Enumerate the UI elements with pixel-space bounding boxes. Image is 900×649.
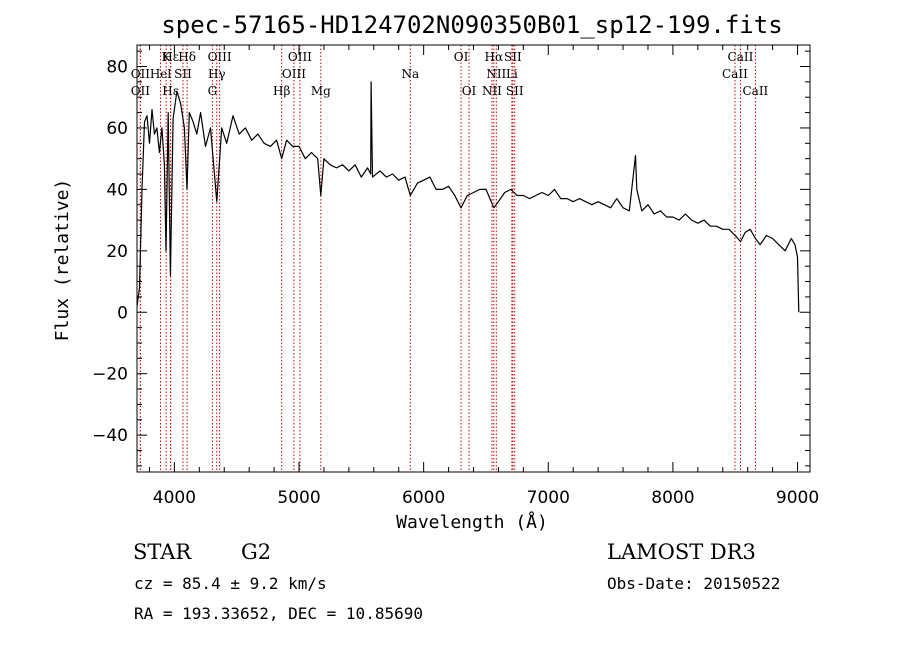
spectral-line-label: CaII — [728, 50, 754, 64]
spectral-line-label: CaII — [722, 67, 748, 81]
spectral-line-label: SII — [504, 50, 522, 64]
spectral-line-label: OI — [462, 84, 477, 98]
spectral-line-label: Hε — [162, 50, 179, 64]
spectral-line-markers — [139, 45, 756, 472]
chart-title: spec-57165-HD124702N090350B01_sp12-199.f… — [161, 11, 782, 39]
y-axis-label: Flux (relative) — [52, 179, 73, 342]
spectral-line-label: NII — [482, 84, 502, 98]
y-tick-label: −40 — [92, 426, 128, 446]
x-axis-ticks: 4000 5000 6000 7000 8000 9000 — [148, 45, 819, 508]
spectral-line-label: NII — [486, 67, 506, 81]
spectrum-line — [137, 81, 800, 313]
x-tick-label: 5000 — [277, 488, 320, 508]
spectral-line-label: OIII — [288, 50, 312, 64]
spectral-line-label: Hγ — [208, 67, 226, 81]
y-tick-label: 20 — [106, 242, 128, 262]
y-tick-label: 40 — [106, 180, 128, 200]
survey-name: LAMOST DR3 — [607, 540, 756, 564]
plot-frame — [136, 44, 811, 473]
object-class: STAR — [133, 540, 192, 564]
spectral-line-label: OI — [454, 50, 469, 64]
spectrum-series — [137, 81, 800, 313]
spectral-line-label: Hε — [162, 84, 179, 98]
spectral-line-label: Hβ — [273, 84, 290, 98]
spectral-line-label: Li — [506, 67, 518, 81]
spectral-line-label: SII — [506, 84, 524, 98]
spectral-line-label: Hel — [150, 67, 172, 81]
y-tick-label: −20 — [92, 365, 128, 385]
redshift-text: cz = 85.4 ± 9.2 km/s — [134, 574, 327, 593]
y-tick-label: 60 — [106, 119, 128, 139]
x-tick-label: 7000 — [527, 488, 570, 508]
obs-date-text: Obs-Date: 20150522 — [607, 574, 780, 593]
spectral-line-label: Na — [401, 67, 419, 81]
spectral-line-label: SII — [174, 67, 192, 81]
object-subclass: G2 — [241, 540, 271, 564]
x-axis-label: Wavelength (Å) — [396, 511, 548, 533]
spectral-line-label: K — [162, 50, 172, 64]
x-tick-label: 6000 — [402, 488, 445, 508]
x-tick-label: 9000 — [776, 488, 819, 508]
spectral-line-label: OIII — [208, 50, 232, 64]
spectral-line-label: OII — [131, 84, 151, 98]
spectral-line-label: G — [208, 84, 218, 98]
spectral-line-label: OIII — [282, 67, 306, 81]
x-tick-label: 8000 — [651, 488, 694, 508]
y-axis-ticks: −40 −20 0 20 40 60 80 — [92, 50, 810, 467]
y-tick-label: 0 — [117, 303, 128, 323]
y-tick-label: 80 — [106, 58, 128, 78]
spectral-line-label: Hα — [485, 50, 504, 64]
coordinates-text: RA = 193.33652, DEC = 10.85690 — [134, 604, 423, 623]
spectral-line-label: OII — [131, 67, 151, 81]
spectral-line-label: Hδ — [178, 50, 196, 64]
spectral-line-label: CaII — [742, 84, 768, 98]
x-tick-label: 4000 — [153, 488, 196, 508]
spectral-line-label: Mg — [311, 84, 331, 98]
